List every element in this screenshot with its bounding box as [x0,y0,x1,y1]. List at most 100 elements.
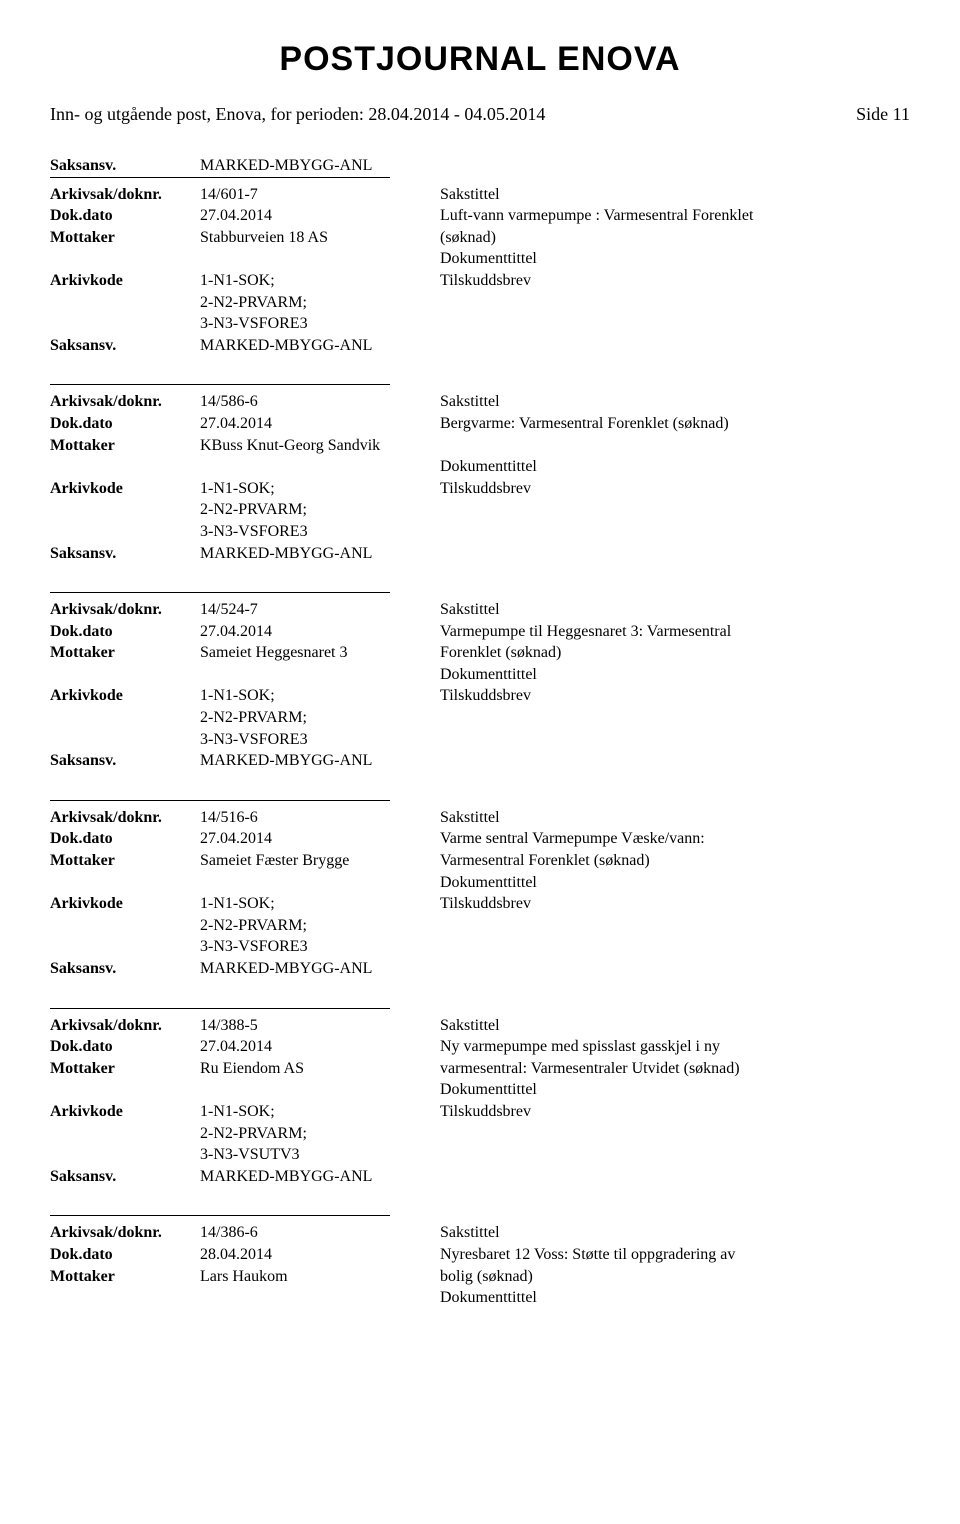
record: Arkivsak/doknr.14/586-6SakstittelDok.dat… [50,384,910,564]
label-dokumenttittel: Dokumenttittel [440,1079,910,1101]
dokdato-value: 27.04.2014 [200,205,440,227]
record-divider [50,800,390,801]
mottaker-value: Ru Eiendom AS [200,1058,440,1080]
sakstittel-text-2: varmesentral: Varmesentraler Utvidet (sø… [440,1058,910,1080]
label-dokumenttittel: Dokumenttittel [440,248,910,270]
arkivkode-line: 2-N2-PRVARM; [200,915,440,937]
arkivkode-line: 1-N1-SOK; [200,270,440,292]
top-saksansv-row: Saksansv. MARKED-MBYGG-ANL [50,155,910,177]
dokdato-value: 27.04.2014 [200,1036,440,1058]
record-divider [50,384,390,385]
label-dokumenttittel: Dokumenttittel [440,456,910,478]
header-right: Side 11 [856,104,910,125]
record: Arkivsak/doknr.14/524-7Sakstittel Dok.dat… [50,592,910,772]
record-divider [50,1215,390,1216]
header-row: Inn- og utgående post, Enova, for period… [50,104,910,125]
label-dokdato: Dok.dato [50,413,200,435]
dokdato-value: 27.04.2014 [200,621,440,643]
label-mottaker: Mottaker [50,227,200,249]
arkivkode-line: 1-N1-SOK; [200,685,440,707]
saksansv-value: MARKED-MBYGG-ANL [200,958,440,980]
record: Arkivsak/doknr.14/516-6SakstittelDok.dat… [50,800,910,980]
header-left: Inn- og utgående post, Enova, for period… [50,104,545,125]
label-sakstittel: Sakstittel [440,807,910,829]
dokdato-value: 27.04.2014 [200,413,440,435]
arkivsak-value: 14/516-6 [200,807,440,829]
top-saksansv-value: MARKED-MBYGG-ANL [200,155,440,177]
sakstittel-text-2: Varmesentral Forenklet (søknad) [440,850,910,872]
label-mottaker: Mottaker [50,850,200,872]
label-arkivsak: Arkivsak/doknr. [50,599,200,621]
mottaker-value: Lars Haukom [200,1266,440,1288]
label-dokumenttittel: Dokumenttittel [440,872,910,894]
saksansv-value: MARKED-MBYGG-ANL [200,1166,440,1188]
label-dokdato: Dok.dato [50,1036,200,1058]
label-saksansv: Saksansv. [50,1166,200,1188]
label-mottaker: Mottaker [50,1058,200,1080]
arkivsak-value: 14/524-7 [200,599,440,621]
arkivkode-line: 2-N2-PRVARM; [200,292,440,314]
arkivsak-value: 14/601-7 [200,184,440,206]
record: Arkivsak/doknr.14/386-6SakstittelDok.dat… [50,1215,910,1308]
sakstittel-text-2: bolig (søknad) [440,1266,910,1288]
sakstittel-text: Ny varmepumpe med spisslast gasskjel i n… [440,1036,910,1058]
label-arkivkode: Arkivkode [50,478,200,500]
label-arkivsak: Arkivsak/doknr. [50,184,200,206]
arkivsak-value: 14/586-6 [200,391,440,413]
record: Arkivsak/doknr.14/388-5SakstittelDok.dat… [50,1008,910,1188]
mottaker-value: KBuss Knut-Georg Sandvik [200,435,440,457]
record-divider [50,592,390,593]
saksansv-value: MARKED-MBYGG-ANL [200,335,440,357]
arkivkode-line: 2-N2-PRVARM; [200,499,440,521]
saksansv-value: MARKED-MBYGG-ANL [200,750,440,772]
label-sakstittel: Sakstittel [440,391,910,413]
arkivsak-value: 14/386-6 [200,1222,440,1244]
label-sakstittel: Sakstittel [440,184,910,206]
label-sakstittel: Sakstittel [440,1222,910,1244]
sakstittel-text: Varme sentral Varmepumpe Væske/vann: [440,828,910,850]
label-sakstittel: Sakstittel [440,1015,910,1037]
arkivkode-line: 1-N1-SOK; [200,1101,440,1123]
sakstittel-text: Nyresbaret 12 Voss: Støtte til oppgrader… [440,1244,910,1266]
arkivkode-line: 1-N1-SOK; [200,478,440,500]
arkivkode-line: 2-N2-PRVARM; [200,1123,440,1145]
mottaker-value: Stabburveien 18 AS [200,227,440,249]
label-mottaker: Mottaker [50,435,200,457]
doktittel-value: Tilskuddsbrev [440,685,910,707]
label-dokdato: Dok.dato [50,205,200,227]
dokdato-value: 28.04.2014 [200,1244,440,1266]
label-saksansv: Saksansv. [50,335,200,357]
arkivkode-line: 3-N3-VSFORE3 [200,521,440,543]
dokdato-value: 27.04.2014 [200,828,440,850]
sakstittel-text: Luft-vann varmepumpe : Varmesentral Fore… [440,205,910,227]
label-saksansv: Saksansv. [50,750,200,772]
record: Arkivsak/doknr.14/601-7Sakstittel Dok.dat… [50,177,910,357]
record-divider [50,1008,390,1009]
arkivkode-line: 3-N3-VSFORE3 [200,936,440,958]
label-mottaker: Mottaker [50,642,200,664]
arkivkode-line: 3-N3-VSUTV3 [200,1144,440,1166]
doktittel-value: Tilskuddsbrev [440,1101,910,1123]
arkivkode-line: 3-N3-VSFORE3 [200,313,440,335]
arkivkode-line: 3-N3-VSFORE3 [200,729,440,751]
label-arkivkode: Arkivkode [50,685,200,707]
label-sakstittel: Sakstittel [440,599,910,621]
label-saksansv: Saksansv. [50,155,200,177]
label-dokdato: Dok.dato [50,621,200,643]
arkivkode-line: 1-N1-SOK; [200,893,440,915]
label-saksansv: Saksansv. [50,958,200,980]
page-title: POSTJOURNAL ENOVA [50,40,910,79]
sakstittel-text-2: (søknad) [440,227,910,249]
label-arkivkode: Arkivkode [50,893,200,915]
label-saksansv: Saksansv. [50,543,200,565]
arkivkode-line: 2-N2-PRVARM; [200,707,440,729]
record-divider [50,177,390,178]
doktittel-value: Tilskuddsbrev [440,893,910,915]
label-dokdato: Dok.dato [50,828,200,850]
doktittel-value: Tilskuddsbrev [440,270,910,292]
saksansv-value: MARKED-MBYGG-ANL [200,543,440,565]
mottaker-value: Sameiet Heggesnaret 3 [200,642,440,664]
doktittel-value: Tilskuddsbrev [440,478,910,500]
label-dokumenttittel: Dokumenttittel [440,1287,910,1309]
label-mottaker: Mottaker [50,1266,200,1288]
